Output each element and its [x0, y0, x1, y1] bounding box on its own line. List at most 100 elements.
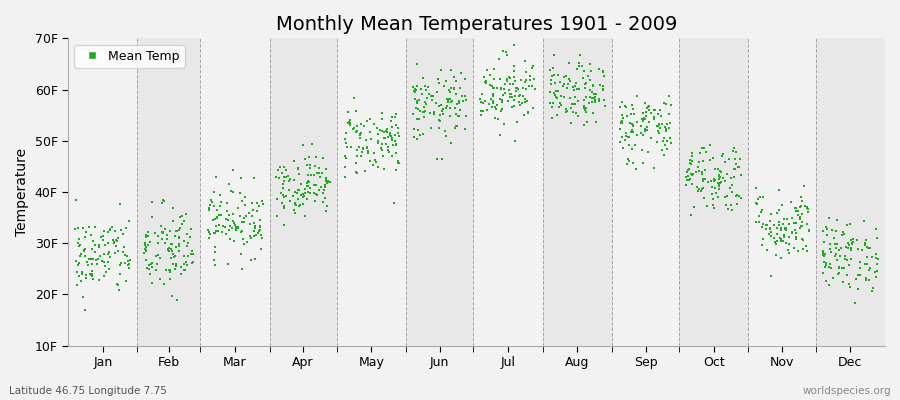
- Point: [410, 83, 424, 89]
- Point: [832, 253, 847, 259]
- Point: [229, 224, 243, 230]
- Point: [692, 159, 706, 166]
- Point: [749, 184, 763, 191]
- Point: [836, 265, 850, 271]
- Point: [733, 164, 747, 171]
- Point: [86, 276, 100, 282]
- Point: [548, 92, 562, 98]
- Point: [712, 176, 726, 182]
- Point: [302, 179, 316, 185]
- Point: [859, 240, 873, 246]
- Point: [791, 212, 806, 218]
- Point: [245, 213, 259, 220]
- Point: [448, 111, 463, 117]
- Point: [685, 152, 699, 159]
- Point: [363, 116, 377, 122]
- Point: [546, 100, 561, 106]
- Point: [585, 95, 599, 102]
- Point: [719, 202, 733, 208]
- Point: [764, 273, 778, 279]
- Point: [451, 112, 465, 119]
- Point: [613, 126, 627, 132]
- Point: [141, 262, 156, 268]
- Point: [623, 120, 637, 127]
- Point: [301, 182, 315, 189]
- Point: [371, 130, 385, 137]
- Text: worldspecies.org: worldspecies.org: [803, 386, 891, 396]
- Point: [247, 220, 261, 227]
- Point: [799, 248, 814, 254]
- Point: [505, 104, 519, 110]
- Point: [779, 240, 794, 246]
- Point: [298, 190, 312, 196]
- Point: [580, 118, 595, 125]
- Point: [787, 220, 801, 226]
- Point: [72, 236, 86, 242]
- Point: [660, 121, 674, 127]
- Point: [220, 200, 234, 206]
- Point: [292, 203, 306, 209]
- Point: [480, 107, 494, 113]
- Point: [303, 172, 318, 178]
- Point: [107, 250, 122, 256]
- Point: [120, 252, 134, 259]
- Point: [755, 207, 770, 213]
- Point: [646, 165, 661, 171]
- Point: [816, 259, 831, 266]
- Point: [276, 222, 291, 228]
- Point: [494, 97, 508, 103]
- Point: [166, 251, 181, 257]
- Point: [75, 278, 89, 284]
- Point: [474, 99, 489, 105]
- Point: [226, 189, 240, 195]
- Point: [478, 98, 492, 104]
- Point: [770, 210, 784, 216]
- Point: [508, 93, 523, 99]
- Point: [788, 235, 803, 242]
- Point: [476, 100, 491, 106]
- Point: [210, 215, 224, 221]
- Point: [793, 224, 807, 231]
- Point: [282, 187, 296, 193]
- Point: [104, 254, 118, 260]
- Point: [816, 248, 831, 254]
- Point: [477, 74, 491, 80]
- Point: [87, 249, 102, 256]
- Point: [822, 215, 836, 222]
- Point: [103, 226, 117, 232]
- Point: [305, 141, 320, 147]
- Point: [789, 230, 804, 236]
- Point: [840, 257, 854, 264]
- Point: [387, 200, 401, 206]
- Point: [830, 257, 844, 264]
- Point: [437, 128, 452, 134]
- Point: [291, 196, 305, 202]
- Point: [716, 175, 730, 182]
- Point: [302, 154, 316, 160]
- Point: [840, 222, 854, 228]
- Point: [383, 132, 398, 138]
- Point: [783, 199, 797, 206]
- Point: [500, 98, 515, 104]
- Point: [712, 183, 726, 190]
- Point: [696, 185, 710, 192]
- Point: [499, 48, 513, 55]
- Point: [208, 173, 222, 180]
- Point: [713, 179, 727, 186]
- Point: [776, 221, 790, 227]
- Point: [318, 183, 332, 190]
- Point: [560, 85, 574, 91]
- Point: [844, 244, 859, 251]
- Point: [320, 178, 335, 185]
- Point: [250, 230, 265, 236]
- Point: [250, 200, 265, 207]
- Point: [384, 133, 399, 140]
- Point: [828, 253, 842, 259]
- Point: [583, 94, 598, 100]
- Point: [619, 129, 634, 136]
- Point: [626, 122, 640, 128]
- Point: [488, 115, 502, 122]
- Point: [366, 150, 381, 156]
- Point: [859, 275, 873, 282]
- Point: [849, 276, 863, 282]
